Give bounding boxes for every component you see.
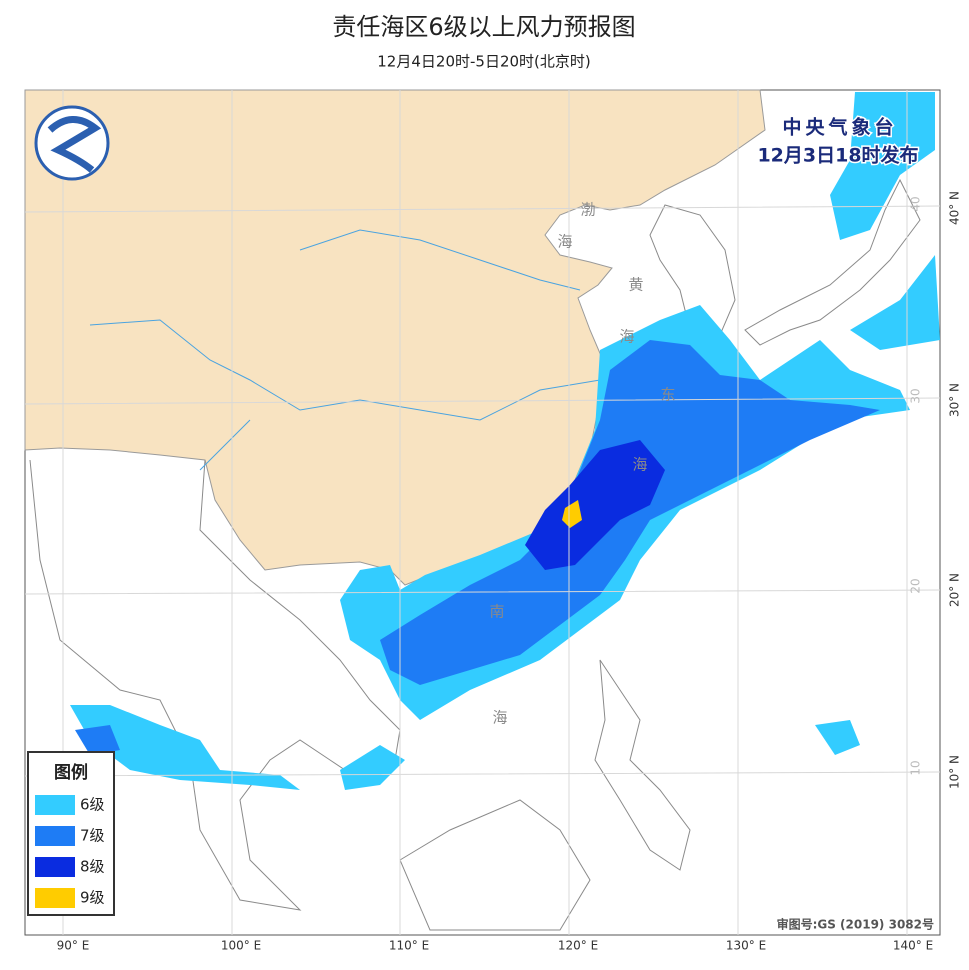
indochina (29, 459, 401, 911)
lon-label: 120° E (558, 939, 598, 953)
legend: 图例 6级 7级 8级 9级 (27, 751, 115, 916)
legend-title: 图例 (54, 762, 88, 783)
wind-9 (562, 500, 582, 528)
grid-label: 40 (909, 196, 923, 211)
legend-swatch (35, 826, 75, 846)
approval-number: 审图号:GS (2019) 3082号 (777, 917, 934, 932)
lat-label: 30° N (948, 383, 962, 417)
legend-swatch (35, 795, 75, 815)
wind-6 (815, 720, 860, 755)
subtitle: 12月4日20时-5日20时(北京时) (377, 53, 590, 71)
lon-labels: 90° E 100° E 110° E 120° E 130° E 140° E (57, 939, 933, 953)
lat-labels: 40° N 30° N 20° N 10° N 40 30 20 10 (909, 191, 962, 789)
philippines (594, 659, 691, 871)
japan (744, 178, 921, 346)
lon-label: 110° E (389, 939, 429, 953)
legend-swatch (35, 888, 75, 908)
grid-label: 10 (909, 760, 923, 775)
sea-label: 海 (492, 709, 507, 727)
lat-label: 40° N (948, 191, 962, 225)
wind-8 (525, 440, 665, 570)
sea-label: 东 (660, 386, 675, 404)
sea-label: 海 (632, 456, 647, 474)
sea-label: 渤 (580, 201, 595, 219)
legend-label: 8级 (80, 858, 105, 876)
lon-label: 130° E (726, 939, 766, 953)
lat-label: 20° N (948, 573, 962, 607)
sea-label: 黄 (628, 276, 643, 294)
grid-label: 20 (909, 578, 923, 593)
borneo (399, 799, 591, 931)
lat-label: 10° N (948, 755, 962, 789)
wind-6 (830, 92, 935, 240)
legend-swatch (35, 857, 75, 877)
graticule (24, 90, 941, 935)
issuer-agency: 中央气象台 (782, 116, 897, 139)
legend-label: 6级 (80, 796, 105, 814)
legend-items: 6级 7级 8级 9级 (35, 795, 105, 908)
sea-label: 海 (619, 328, 634, 346)
lon-label: 90° E (57, 939, 90, 953)
logo (34, 105, 110, 181)
rivers (89, 229, 601, 471)
grid-label: 30 (909, 388, 923, 403)
wind-6 (850, 255, 940, 350)
lon-label: 140° E (893, 939, 933, 953)
map (24, 89, 941, 936)
wind-6 (70, 705, 300, 790)
issue-time: 12月3日18时发布 (757, 144, 918, 167)
wind-7 (75, 725, 120, 755)
lon-label: 100° E (221, 939, 261, 953)
sea-label: 南 (489, 603, 504, 621)
wind-6 (340, 745, 405, 790)
legend-label: 9级 (80, 889, 105, 907)
wind-areas (70, 92, 940, 790)
legend-label: 7级 (80, 827, 105, 845)
title: 责任海区6级以上风力预报图 (332, 13, 635, 41)
sea-label: 海 (557, 233, 572, 251)
